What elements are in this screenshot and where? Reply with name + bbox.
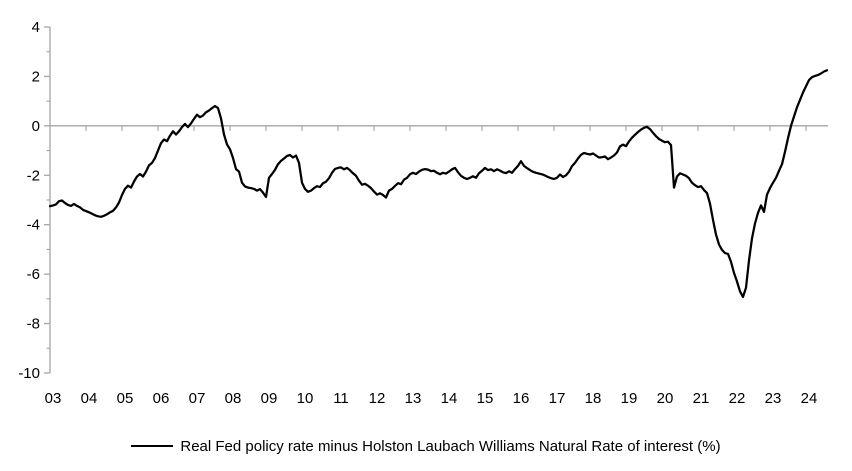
y-axis-tick-label: 0: [32, 118, 40, 135]
x-axis-tick-label: 15: [477, 390, 494, 407]
x-axis-tick-label: 05: [117, 390, 134, 407]
x-axis-tick-label: 12: [369, 390, 386, 407]
y-axis-tick-label: -10: [18, 365, 40, 382]
x-axis-tick-label: 18: [585, 390, 602, 407]
legend: Real Fed policy rate minus Holston Lauba…: [0, 433, 852, 459]
data-line-series: [48, 69, 829, 299]
x-axis-tick-label: 20: [657, 390, 674, 407]
x-axis-tick-label: 07: [189, 390, 206, 407]
legend-label: Real Fed policy rate minus Holston Lauba…: [180, 437, 721, 455]
x-axis-tick-label: 10: [297, 390, 314, 407]
x-axis-tick-label: 24: [801, 390, 818, 407]
x-axis-tick-label: 16: [513, 390, 530, 407]
x-axis-tick-label: 09: [261, 390, 278, 407]
x-axis-tick-label: 17: [549, 390, 566, 407]
y-axis-tick-label: -6: [27, 266, 40, 283]
x-axis-tick-label: 03: [45, 390, 62, 407]
x-axis-tick-label: 22: [729, 390, 746, 407]
y-axis-tick-label: -4: [27, 217, 40, 234]
y-axis-tick-label: -2: [27, 167, 40, 184]
y-axis-tick-label: 4: [32, 19, 40, 36]
x-axis-tick-label: 14: [441, 390, 458, 407]
x-axis-tick-label: 08: [225, 390, 242, 407]
y-axis-tick-label: -8: [27, 316, 40, 333]
x-axis-tick-label: 13: [405, 390, 422, 407]
x-axis-tick-label: 23: [765, 390, 782, 407]
x-axis-tick-label: 06: [153, 390, 170, 407]
x-axis-tick-label: 19: [621, 390, 638, 407]
legend-line-swatch-icon: [131, 445, 174, 447]
x-axis-tick-label: 21: [693, 390, 710, 407]
x-axis-tick-label: 11: [333, 390, 349, 407]
x-axis-tick-label: 04: [81, 390, 98, 407]
y-axis-tick-label: 2: [32, 68, 40, 85]
